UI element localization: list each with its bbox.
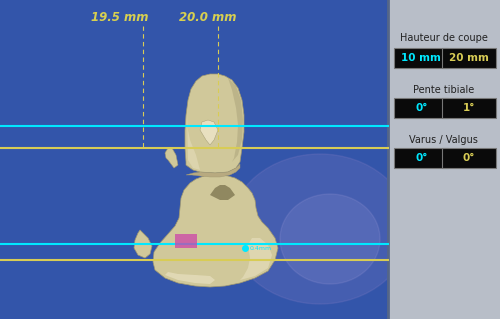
Text: Pente tibiale: Pente tibiale [413, 85, 474, 95]
Polygon shape [185, 74, 244, 173]
Text: Varus / Valgus: Varus / Valgus [410, 135, 478, 145]
Text: 1°: 1° [462, 103, 474, 113]
Text: 10 mm: 10 mm [402, 53, 441, 63]
Polygon shape [210, 185, 235, 200]
FancyBboxPatch shape [394, 48, 448, 68]
Polygon shape [165, 148, 178, 168]
Text: 0°: 0° [415, 103, 428, 113]
Polygon shape [240, 238, 272, 280]
Text: Hauteur de coupe: Hauteur de coupe [400, 33, 488, 43]
Polygon shape [200, 120, 218, 145]
Polygon shape [187, 108, 200, 170]
Polygon shape [165, 272, 215, 284]
FancyBboxPatch shape [442, 48, 496, 68]
Text: 0.4mm: 0.4mm [250, 246, 272, 250]
Polygon shape [153, 175, 278, 287]
FancyBboxPatch shape [442, 98, 496, 118]
Text: 0°: 0° [415, 153, 428, 163]
Text: 0°: 0° [462, 153, 474, 163]
FancyBboxPatch shape [175, 234, 197, 248]
Polygon shape [186, 164, 240, 177]
FancyBboxPatch shape [442, 148, 496, 168]
Text: 19.5 mm: 19.5 mm [91, 11, 149, 24]
FancyBboxPatch shape [388, 0, 500, 319]
Text: 20 mm: 20 mm [448, 53, 488, 63]
FancyBboxPatch shape [394, 98, 448, 118]
Ellipse shape [230, 154, 410, 304]
Polygon shape [228, 78, 243, 162]
Text: 20.0 mm: 20.0 mm [179, 11, 236, 24]
Polygon shape [134, 230, 152, 258]
Ellipse shape [280, 194, 380, 284]
FancyBboxPatch shape [394, 148, 448, 168]
